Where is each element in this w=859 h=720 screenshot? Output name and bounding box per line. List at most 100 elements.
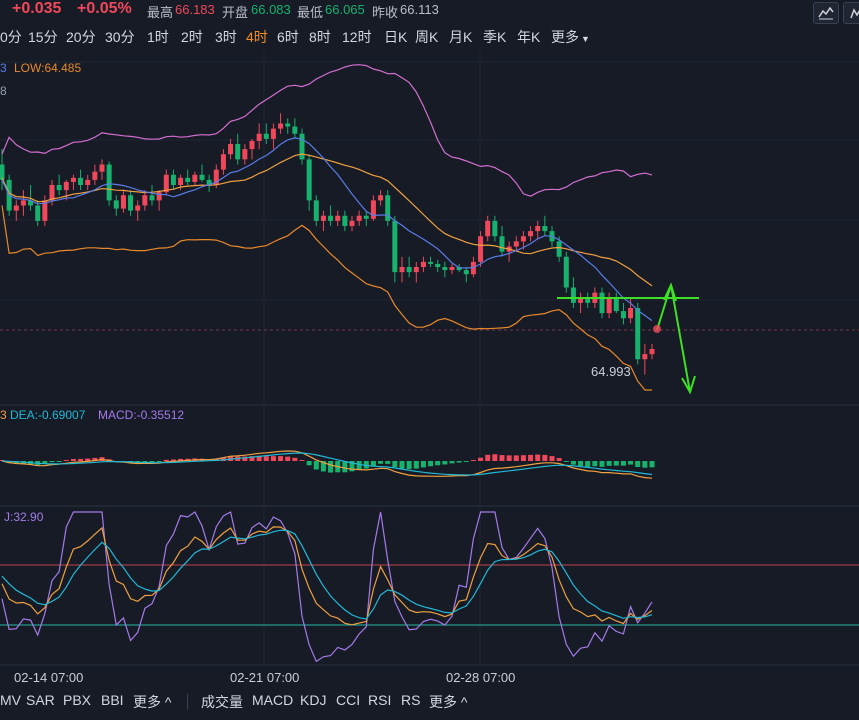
open-label: 开盘 [222, 5, 249, 20]
sub-indicator-tab-5[interactable]: RS [401, 692, 421, 708]
candle-body [585, 297, 591, 303]
indicator-icon[interactable] [843, 2, 859, 24]
period-tab-11[interactable]: 日K [384, 29, 408, 45]
macd-bar [585, 461, 591, 467]
candle-body [306, 159, 312, 201]
macd-bar [513, 455, 519, 461]
high-label: 最高 [147, 5, 174, 20]
main-indicator-tab-2[interactable]: PBX [63, 692, 92, 708]
main-indicator-tab-0[interactable]: MV [0, 692, 21, 708]
period-tab-12[interactable]: 周K [415, 29, 439, 45]
macd-bar [642, 461, 648, 468]
candle-body [570, 287, 576, 303]
candle-body [299, 133, 305, 160]
boll-low-text: LOW:64.485 [14, 61, 82, 75]
macd-bar [520, 455, 526, 461]
macd-bar [549, 456, 555, 461]
period-tab-1[interactable]: 15分 [28, 29, 58, 45]
kdj-j-text: J:32.90 [4, 510, 44, 524]
period-tab-7[interactable]: 4时 [246, 29, 268, 45]
price-change-pct: +0.05% [77, 0, 132, 17]
period-tab-14[interactable]: 季K [483, 29, 507, 45]
sub-indicator-tab-2[interactable]: KDJ [300, 692, 327, 708]
candle-body [413, 267, 419, 273]
period-tab-6[interactable]: 3时 [215, 29, 237, 45]
sub-indicator-tab-0[interactable]: 成交量 [201, 694, 243, 710]
period-tab-4[interactable]: 1时 [147, 29, 169, 45]
candle-body [292, 126, 298, 134]
candle-body [128, 195, 134, 211]
period-tab-8[interactable]: 6时 [277, 29, 299, 45]
macd-dea-line [1, 452, 653, 476]
candle-body [213, 169, 219, 185]
candle-body [49, 185, 55, 201]
candle-body [78, 177, 84, 185]
candle-body [156, 192, 162, 201]
candle-body [642, 354, 648, 360]
candle-body [613, 297, 619, 312]
macd-bar [599, 461, 605, 467]
boll-upper-line [1, 64, 653, 197]
macd-bar [385, 461, 391, 464]
candle-body [528, 231, 534, 237]
period-tab-10[interactable]: 12时 [342, 29, 372, 45]
candle-body [420, 261, 426, 267]
period-tab-13[interactable]: 月K [449, 29, 473, 45]
low-label: 最低 [297, 5, 324, 20]
macd-bar [178, 458, 184, 461]
candle-body [335, 215, 341, 221]
candle-body [235, 144, 241, 160]
chevron-down-icon: ▼ [581, 34, 590, 44]
macd-bar [370, 461, 376, 467]
period-tab-16[interactable]: 更多 ▼ [551, 29, 590, 45]
macd-bar [456, 461, 462, 463]
candle-body [635, 308, 641, 360]
tab-divider [187, 694, 188, 710]
candle-body [628, 308, 634, 319]
macd-bar [328, 461, 334, 473]
period-tab-9[interactable]: 8时 [309, 29, 331, 45]
candle-body [106, 164, 112, 201]
low-value: 66.065 [325, 2, 365, 17]
arrow-up-head [663, 282, 677, 302]
period-tab-5[interactable]: 2时 [181, 29, 203, 45]
period-tab-2[interactable]: 20分 [66, 29, 96, 45]
macd-bar [613, 461, 619, 466]
main-indicator-tab-1[interactable]: SAR [26, 692, 55, 708]
main-indicator-tab-3[interactable]: BBI [101, 692, 124, 708]
date-label-2: 02-21 07:00 [230, 670, 300, 685]
candle-body [578, 297, 584, 303]
current-price-dot [653, 325, 661, 333]
macd-bar [149, 461, 155, 463]
candle-body [313, 200, 319, 221]
macd-bar [592, 461, 598, 467]
sub-indicator-tab-3[interactable]: CCI [336, 692, 361, 708]
macd-bar [499, 455, 505, 461]
candle-body [363, 215, 369, 219]
sub-indicator-tab-4[interactable]: RSI [368, 692, 392, 708]
candle-body [249, 140, 255, 150]
candle-body [599, 292, 605, 314]
macd-bar [428, 461, 434, 467]
sub-indicator-tab-6[interactable]: 更多 ^ [429, 694, 468, 710]
candle-body [399, 267, 405, 273]
boll-mid-line [1, 153, 653, 287]
sub-indicator-tab-1[interactable]: MACD [252, 692, 294, 708]
macd-bar [270, 456, 276, 461]
candle-body [535, 226, 541, 232]
period-tab-15[interactable]: 年K [517, 29, 541, 45]
candle-body [85, 179, 91, 185]
ma-line [1, 137, 653, 322]
date-label-3: 02-28 07:00 [446, 670, 516, 685]
main-indicator-tab-4[interactable]: 更多 ^ [133, 694, 172, 710]
period-tab-0[interactable]: 0分 [0, 29, 22, 45]
macd-bar [56, 461, 62, 462]
candle-body [170, 174, 176, 185]
macd-bar [42, 461, 48, 465]
candle-body [120, 195, 126, 209]
period-tab-3[interactable]: 30分 [105, 29, 135, 45]
candle-body [270, 128, 276, 139]
line-chart-icon[interactable] [813, 2, 839, 24]
macd-clipped: 3 [0, 408, 7, 422]
candle-body [556, 241, 562, 257]
